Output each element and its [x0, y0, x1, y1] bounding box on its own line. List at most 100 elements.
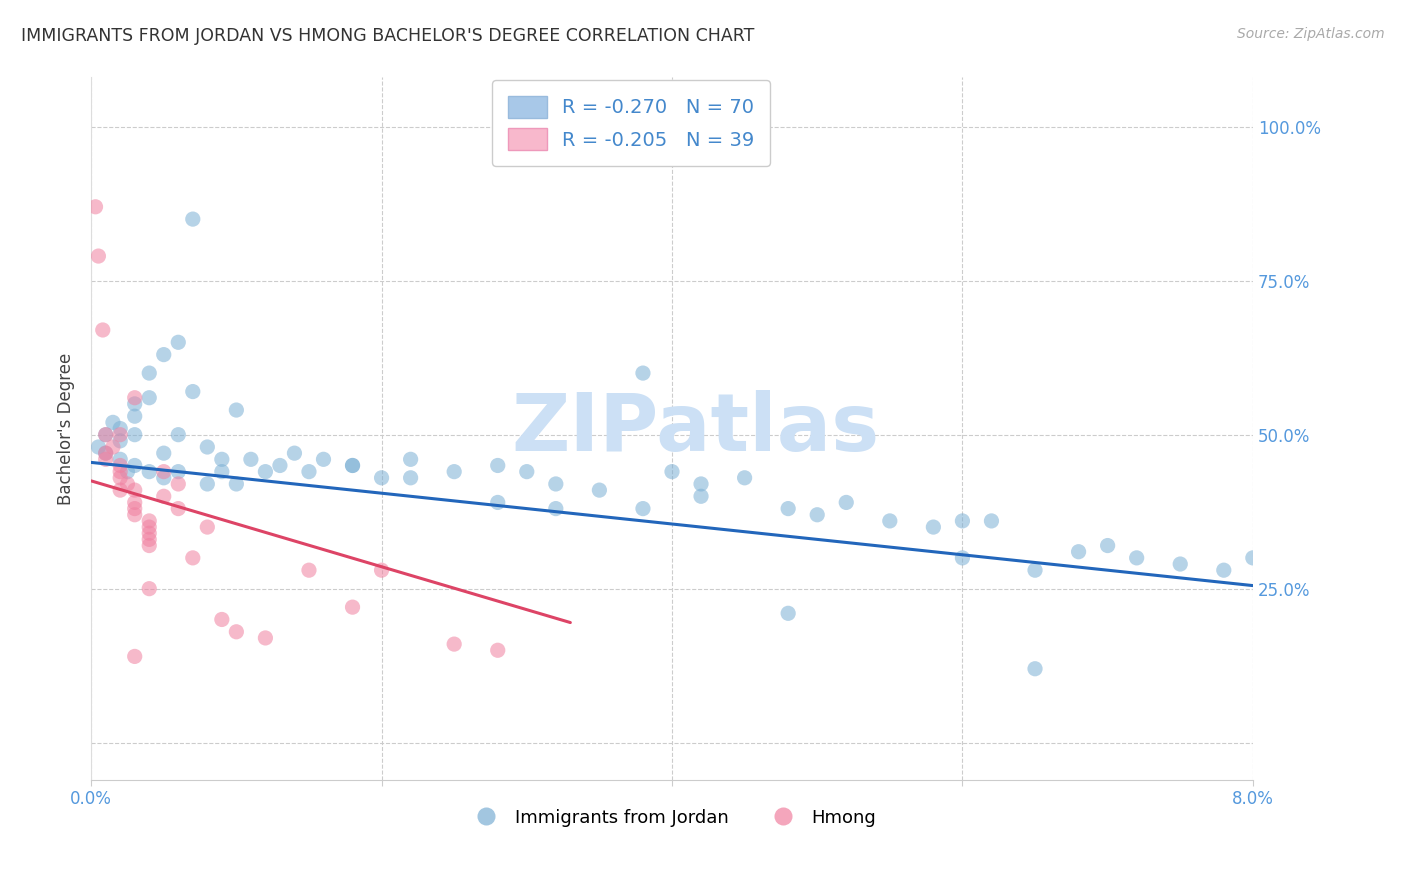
Point — [87, 440, 110, 454]
Point — [167, 335, 190, 350]
Point — [152, 446, 174, 460]
Point — [138, 526, 160, 541]
Point — [1024, 662, 1046, 676]
Point — [1212, 563, 1234, 577]
Point — [980, 514, 1002, 528]
Point — [181, 550, 204, 565]
Point — [124, 409, 146, 424]
Point — [91, 323, 114, 337]
Point — [516, 465, 538, 479]
Point — [486, 495, 509, 509]
Text: IMMIGRANTS FROM JORDAN VS HMONG BACHELOR'S DEGREE CORRELATION CHART: IMMIGRANTS FROM JORDAN VS HMONG BACHELOR… — [21, 27, 755, 45]
Point — [181, 212, 204, 227]
Point — [138, 533, 160, 547]
Point — [181, 384, 204, 399]
Point — [94, 427, 117, 442]
Point — [87, 249, 110, 263]
Point — [283, 446, 305, 460]
Point — [124, 483, 146, 497]
Point — [108, 452, 131, 467]
Point — [84, 200, 107, 214]
Point — [399, 452, 422, 467]
Point — [690, 489, 713, 503]
Point — [734, 471, 756, 485]
Point — [269, 458, 291, 473]
Point — [312, 452, 335, 467]
Point — [879, 514, 901, 528]
Point — [661, 465, 683, 479]
Point — [101, 440, 124, 454]
Point — [138, 582, 160, 596]
Point — [778, 607, 800, 621]
Point — [108, 434, 131, 448]
Point — [486, 643, 509, 657]
Point — [124, 649, 146, 664]
Point — [117, 465, 139, 479]
Point — [211, 612, 233, 626]
Point — [806, 508, 828, 522]
Point — [544, 477, 567, 491]
Point — [138, 520, 160, 534]
Point — [631, 366, 654, 380]
Point — [952, 550, 974, 565]
Point — [195, 440, 218, 454]
Point — [225, 624, 247, 639]
Point — [298, 465, 321, 479]
Point — [124, 508, 146, 522]
Point — [94, 452, 117, 467]
Point — [588, 483, 610, 497]
Point — [152, 465, 174, 479]
Point — [138, 465, 160, 479]
Point — [631, 501, 654, 516]
Point — [342, 600, 364, 615]
Point — [108, 421, 131, 435]
Point — [124, 427, 146, 442]
Point — [167, 427, 190, 442]
Point — [211, 465, 233, 479]
Point — [108, 427, 131, 442]
Point — [152, 471, 174, 485]
Point — [124, 391, 146, 405]
Point — [94, 427, 117, 442]
Text: Source: ZipAtlas.com: Source: ZipAtlas.com — [1237, 27, 1385, 41]
Point — [486, 458, 509, 473]
Point — [138, 366, 160, 380]
Point — [124, 495, 146, 509]
Point — [101, 416, 124, 430]
Point — [108, 458, 131, 473]
Point — [342, 458, 364, 473]
Legend: Immigrants from Jordan, Hmong: Immigrants from Jordan, Hmong — [461, 801, 883, 834]
Point — [167, 501, 190, 516]
Point — [1241, 550, 1264, 565]
Point — [952, 514, 974, 528]
Point — [342, 458, 364, 473]
Point — [211, 452, 233, 467]
Point — [152, 348, 174, 362]
Point — [399, 471, 422, 485]
Point — [124, 501, 146, 516]
Point — [138, 391, 160, 405]
Point — [1125, 550, 1147, 565]
Point — [124, 458, 146, 473]
Point — [1067, 545, 1090, 559]
Point — [138, 514, 160, 528]
Point — [108, 471, 131, 485]
Y-axis label: Bachelor's Degree: Bachelor's Degree — [58, 352, 75, 505]
Point — [167, 477, 190, 491]
Point — [1024, 563, 1046, 577]
Point — [167, 465, 190, 479]
Point — [117, 477, 139, 491]
Point — [298, 563, 321, 577]
Point — [124, 397, 146, 411]
Point — [443, 465, 465, 479]
Point — [778, 501, 800, 516]
Point — [195, 520, 218, 534]
Point — [138, 539, 160, 553]
Point — [225, 403, 247, 417]
Point — [225, 477, 247, 491]
Point — [254, 465, 277, 479]
Point — [108, 465, 131, 479]
Text: ZIPatlas: ZIPatlas — [512, 390, 879, 467]
Point — [443, 637, 465, 651]
Point — [370, 471, 392, 485]
